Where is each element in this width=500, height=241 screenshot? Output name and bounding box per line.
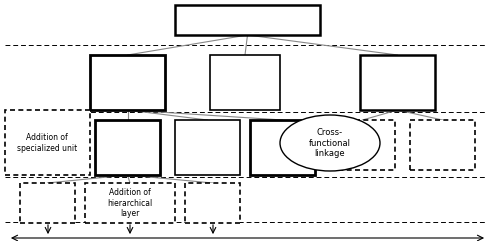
Text: Addition of
hierarchical
layer: Addition of hierarchical layer (108, 188, 152, 218)
Bar (330, 120, 395, 170)
Bar (5, 110, 90, 175)
Bar (185, 183, 240, 223)
Bar (85, 183, 175, 223)
Bar (250, 120, 315, 175)
Ellipse shape (280, 115, 380, 171)
Bar (210, 55, 280, 110)
Text: Cross-
functional
linkage: Cross- functional linkage (309, 128, 351, 158)
Text: Addition of
specialized unit: Addition of specialized unit (17, 133, 77, 153)
Bar (175, 120, 240, 175)
Bar (410, 120, 475, 170)
Bar (20, 183, 75, 223)
Bar (90, 55, 165, 110)
Bar (175, 5, 320, 35)
Bar (360, 55, 435, 110)
Bar (95, 120, 160, 175)
